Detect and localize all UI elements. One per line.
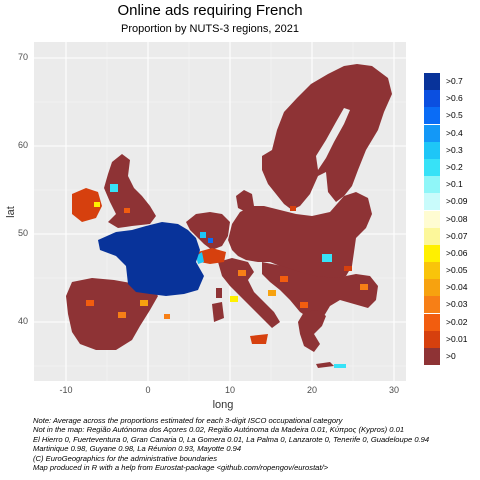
note-line: (C) EuroGeographics for the administrati… [33, 454, 429, 463]
note-line: Martinique 0.98, Guyane 0.98, La Réunion… [33, 444, 429, 453]
legend-swatch [424, 228, 440, 245]
note-line: Note: Average across the proportions est… [33, 416, 429, 425]
legend-swatch [424, 331, 440, 348]
legend-label: >0.08 [446, 214, 468, 224]
legend-swatch [424, 176, 440, 193]
x-tick-label: -10 [51, 385, 81, 395]
legend-label: >0.2 [446, 162, 463, 172]
legend-label: >0.09 [446, 196, 468, 206]
y-tick-label: 40 [14, 316, 28, 326]
legend-label: >0.02 [446, 317, 468, 327]
x-tick-label: 30 [379, 385, 409, 395]
corsica [216, 288, 222, 298]
legend-swatch [424, 107, 440, 124]
legend-label: >0.4 [446, 128, 463, 138]
legend-label: >0.3 [446, 145, 463, 155]
legend-swatch [424, 296, 440, 313]
legend-label: >0.07 [446, 231, 468, 241]
legend-swatch [424, 73, 440, 90]
x-axis-label: long [203, 399, 243, 411]
legend-swatch [424, 142, 440, 159]
x-tick-label: 0 [133, 385, 163, 395]
caption-notes: Note: Average across the proportions est… [33, 416, 429, 472]
legend-swatch [424, 211, 440, 228]
note-line: Not in the map: Região Autónoma dos Açor… [33, 425, 429, 434]
note-line: Map produced in R with a help from Euros… [33, 463, 429, 472]
legend-swatch [424, 90, 440, 107]
legend-swatch [424, 348, 440, 365]
legend-label: >0.6 [446, 93, 463, 103]
legend-label: >0.05 [446, 265, 468, 275]
legend-swatch [424, 245, 440, 262]
legend-swatch [424, 314, 440, 331]
note-line: El Hierro 0, Fuerteventura 0, Gran Canar… [33, 435, 429, 444]
x-tick-label: 10 [215, 385, 245, 395]
legend-label: >0.06 [446, 248, 468, 258]
legend-label: >0.01 [446, 334, 468, 344]
legend-swatch [424, 125, 440, 142]
legend-label: >0.04 [446, 282, 468, 292]
y-tick-label: 60 [14, 140, 28, 150]
legend-label: >0 [446, 351, 456, 361]
y-axis-label: lat [5, 197, 17, 227]
legend-swatch [424, 159, 440, 176]
legend-label: >0.7 [446, 76, 463, 86]
legend-swatch [424, 279, 440, 296]
legend-label: >0.1 [446, 179, 463, 189]
y-tick-label: 50 [14, 228, 28, 238]
y-tick-label: 70 [14, 52, 28, 62]
legend-label: >0.03 [446, 299, 468, 309]
legend-swatch [424, 262, 440, 279]
x-tick-label: 20 [297, 385, 327, 395]
legend-label: >0.5 [446, 110, 463, 120]
legend-swatch [424, 193, 440, 210]
